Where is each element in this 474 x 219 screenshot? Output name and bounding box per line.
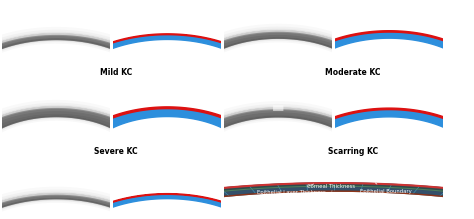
- Text: A: A: [7, 5, 13, 14]
- Polygon shape: [295, 32, 474, 68]
- Text: Severe KC: Severe KC: [94, 147, 138, 156]
- Text: Epithelial Boundary: Epithelial Boundary: [360, 183, 412, 194]
- Text: Anterior Surface
of Cornea: Anterior Surface of Cornea: [412, 169, 456, 180]
- Text: B: B: [228, 5, 234, 14]
- Polygon shape: [76, 107, 259, 140]
- Polygon shape: [55, 183, 474, 219]
- Text: D: D: [228, 84, 235, 93]
- Polygon shape: [0, 107, 143, 140]
- Text: Scarring KC: Scarring KC: [328, 147, 378, 156]
- Polygon shape: [189, 108, 368, 141]
- Polygon shape: [0, 194, 155, 219]
- Polygon shape: [293, 31, 474, 65]
- Polygon shape: [66, 34, 268, 70]
- Polygon shape: [297, 110, 474, 145]
- Polygon shape: [64, 194, 271, 219]
- Polygon shape: [55, 183, 474, 219]
- Polygon shape: [187, 31, 370, 64]
- Text: C: C: [7, 84, 12, 93]
- Polygon shape: [67, 35, 267, 72]
- Text: Posterior Surface of Cornea: Posterior Surface of Cornea: [290, 191, 362, 201]
- Text: Mild KC: Mild KC: [100, 68, 132, 77]
- Text: F: F: [228, 164, 234, 173]
- Polygon shape: [79, 109, 256, 144]
- Text: Region of Interest: Region of Interest: [239, 160, 286, 165]
- Text: E: E: [7, 164, 12, 173]
- Text: Moderate KC: Moderate KC: [325, 68, 381, 77]
- Polygon shape: [64, 194, 270, 219]
- Polygon shape: [0, 34, 152, 67]
- Text: Epithelial Layer Thickness: Epithelial Layer Thickness: [257, 184, 326, 195]
- Polygon shape: [295, 108, 474, 142]
- Text: Corneal Thickness: Corneal Thickness: [308, 180, 356, 189]
